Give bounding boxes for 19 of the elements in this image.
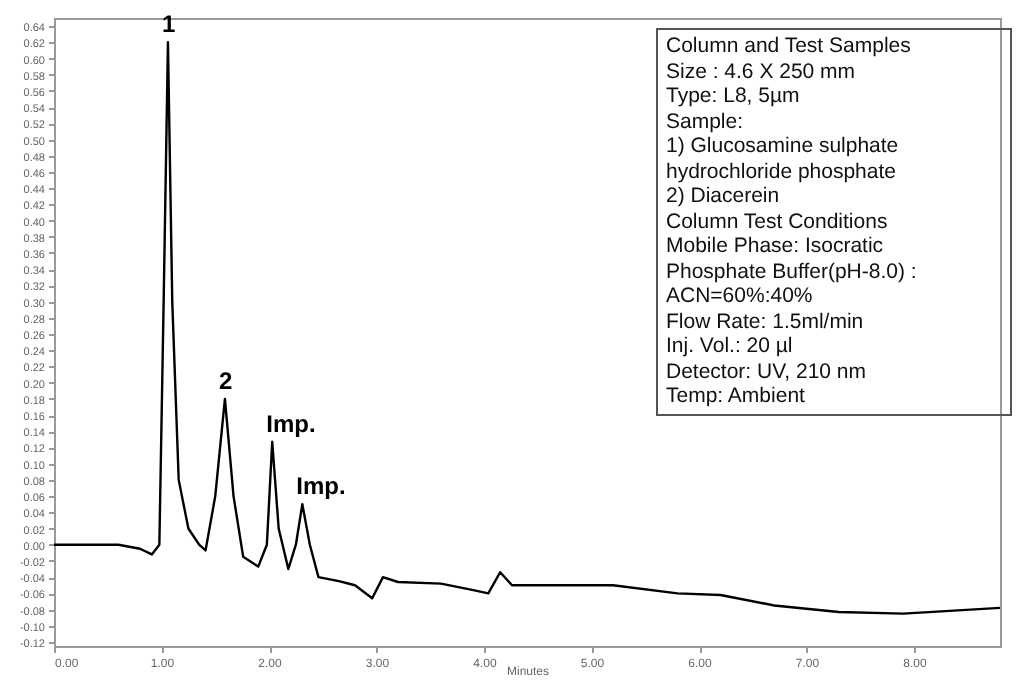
annotation: Column Test Conditions — [666, 209, 890, 234]
annotation: Flow Rate: 1.5ml/min — [666, 309, 866, 334]
annotation: Inj. Vol.: 20 µl — [666, 334, 795, 359]
annotation: Detector: UV, 210 nm — [666, 359, 868, 384]
annotation: 2 — [218, 366, 233, 395]
annotation: Phosphate Buffer(pH-8.0) : — [666, 259, 919, 284]
annotation: Temp: Ambient — [666, 384, 807, 409]
annotation: hydrochloride phosphate — [666, 159, 898, 184]
annotation: Type: L8, 5µm — [666, 84, 802, 109]
annotation: Size : 4.6 X 250 mm — [666, 59, 858, 84]
annotation: 1) Glucosamine sulphate — [666, 134, 901, 159]
annotation: 2) Diacerein — [666, 184, 782, 209]
annotation: Column and Test Samples — [666, 34, 913, 59]
annotation: Imp. — [296, 472, 346, 501]
annotation: ACN=60%:40% — [666, 284, 815, 309]
annotation: Mobile Phase: Isocratic — [666, 234, 886, 259]
annotation: 1 — [161, 10, 176, 39]
annotation: Imp. — [266, 409, 316, 438]
annotation: Sample: — [666, 109, 746, 134]
